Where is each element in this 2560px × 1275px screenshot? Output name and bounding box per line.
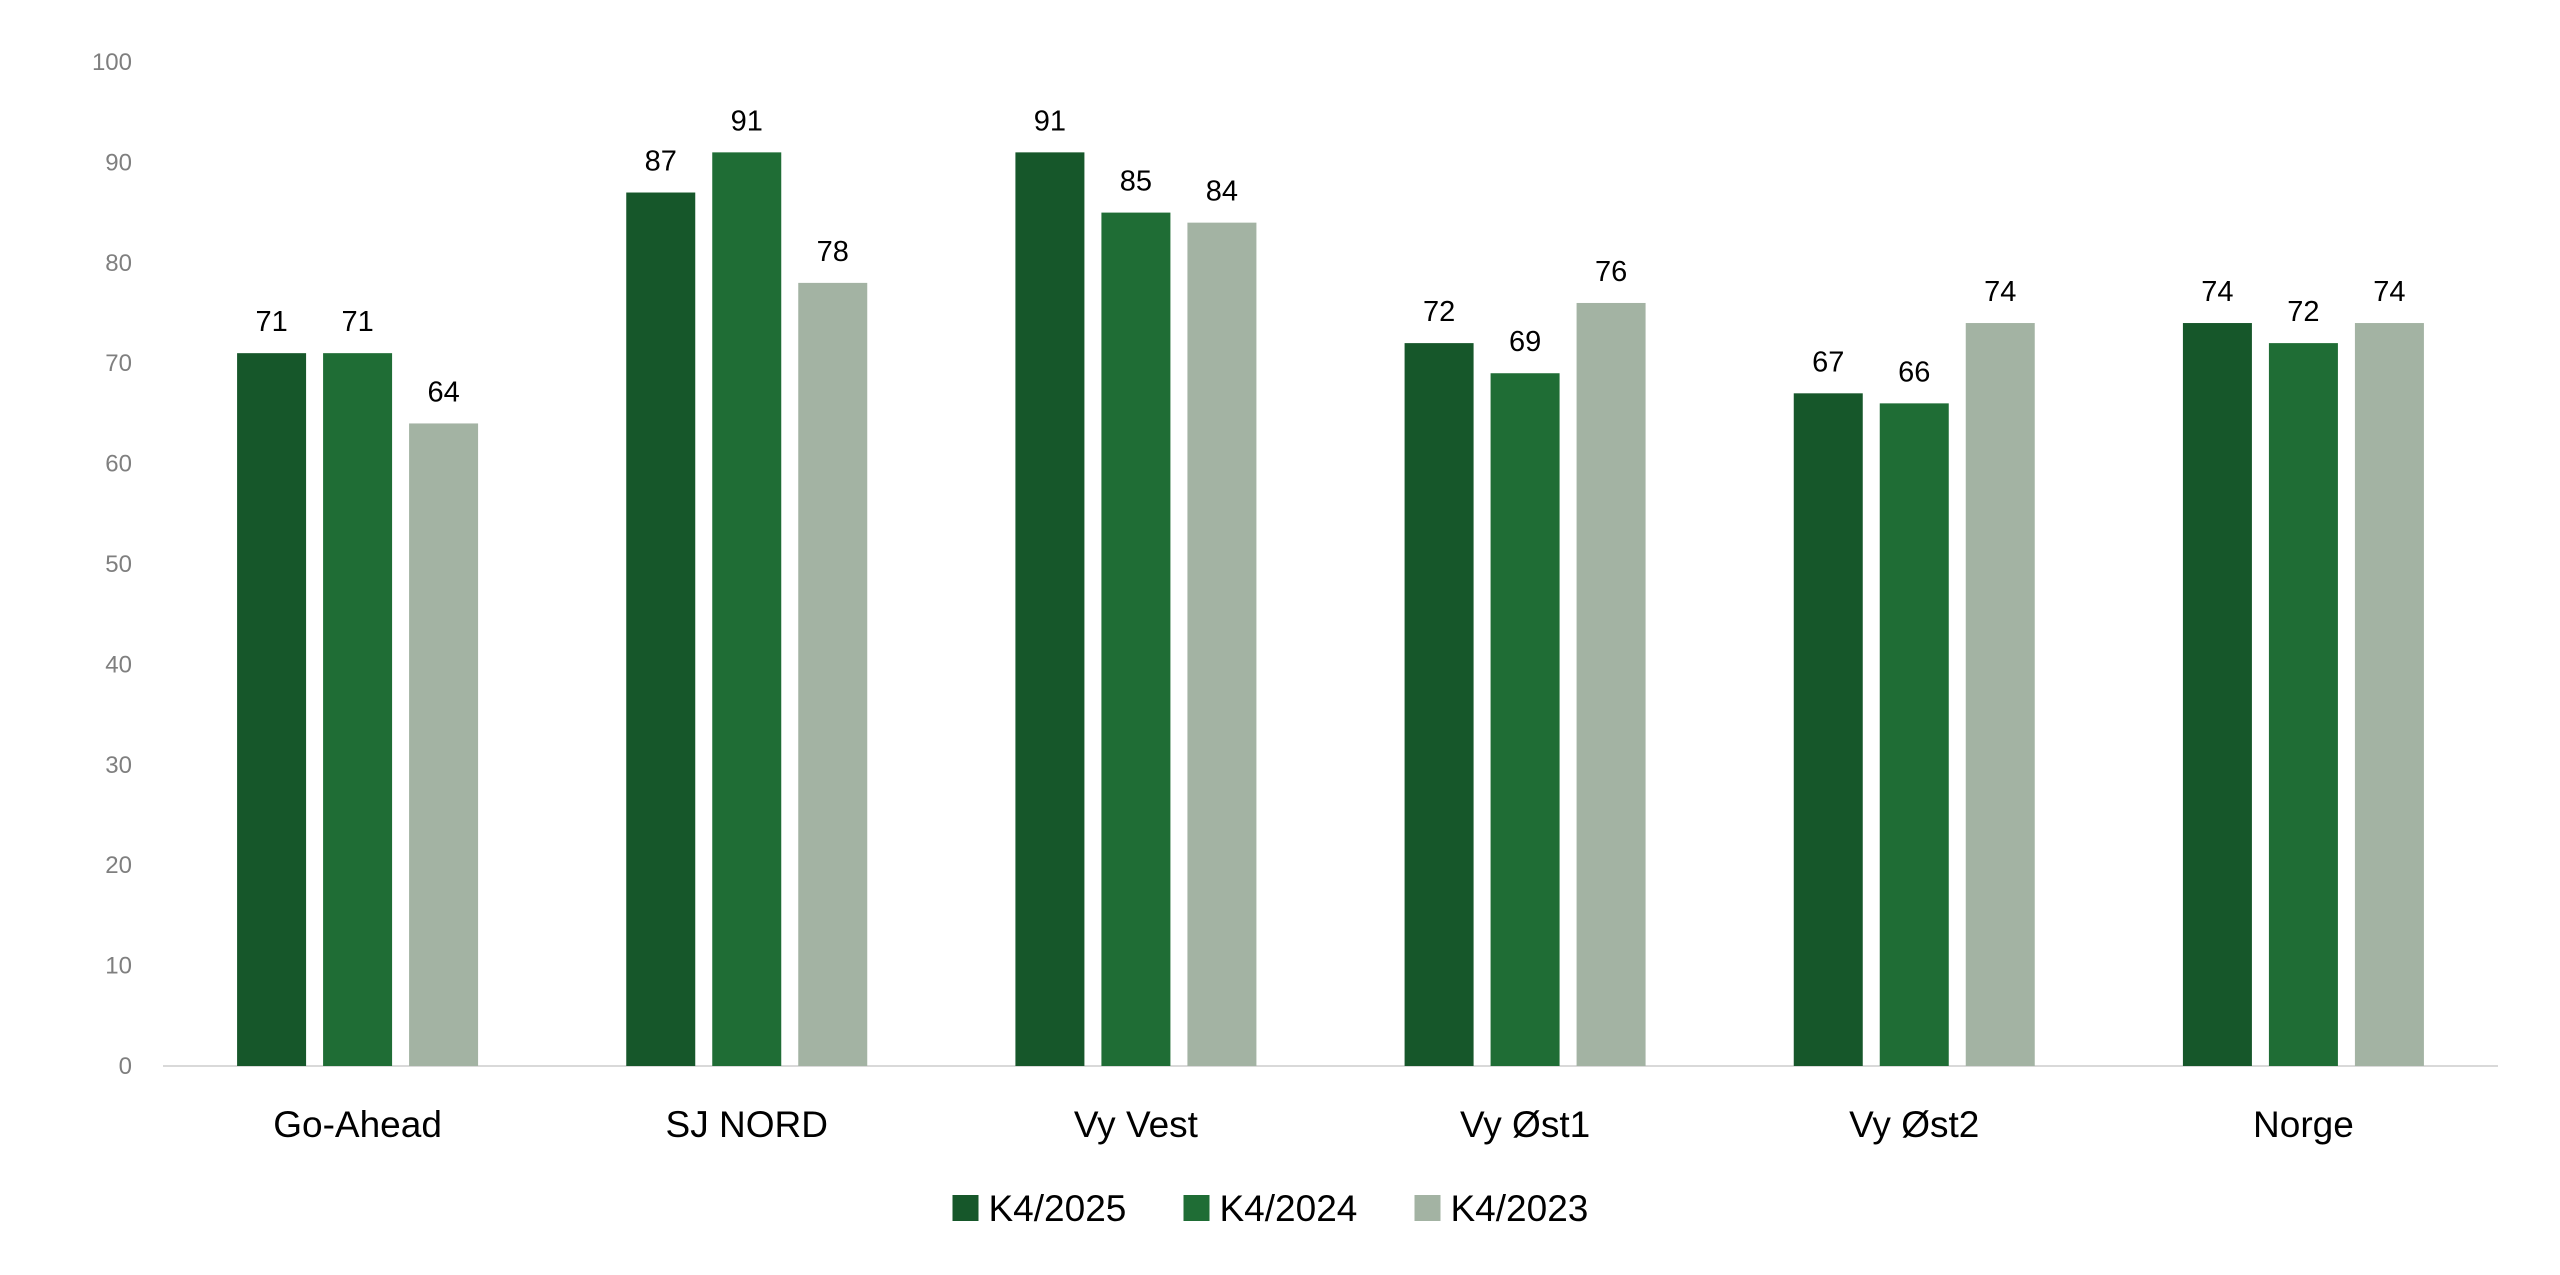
- legend-swatch: [1414, 1195, 1441, 1221]
- data-label: 74: [2201, 276, 2233, 308]
- legend-swatch: [1183, 1195, 1210, 1221]
- bar-K4-2023: [2354, 323, 2424, 1066]
- data-label: 78: [817, 236, 849, 268]
- legend-label: K4/2023: [1451, 1188, 1589, 1229]
- data-label: 64: [427, 376, 459, 408]
- data-label: 74: [2373, 276, 2405, 308]
- y-tick-label: 40: [105, 651, 132, 678]
- data-label: 72: [1423, 296, 1455, 328]
- bar-K4-2025: [1404, 343, 1474, 1066]
- bar-K4-2024: [1490, 373, 1560, 1066]
- y-tick-label: 30: [105, 752, 132, 779]
- data-label: 69: [1509, 326, 1541, 358]
- y-tick-label: 50: [105, 551, 132, 578]
- legend-label: K4/2024: [1220, 1188, 1358, 1229]
- y-tick-label: 0: [119, 1053, 132, 1080]
- data-label: 71: [255, 306, 287, 338]
- y-tick-label: 60: [105, 451, 132, 478]
- data-label: 85: [1120, 166, 1152, 198]
- bar-K4-2023: [1187, 222, 1257, 1066]
- y-tick-label: 10: [105, 953, 132, 980]
- data-label: 72: [2287, 296, 2319, 328]
- bar-K4-2025: [626, 192, 696, 1066]
- x-category-label: Norge: [2253, 1104, 2354, 1145]
- x-category-label: Vy Øst2: [1849, 1104, 1979, 1145]
- x-category-label: Vy Øst1: [1460, 1104, 1590, 1145]
- data-label: 71: [341, 306, 373, 338]
- bar-K4-2024: [1101, 212, 1171, 1067]
- bar-K4-2024: [323, 353, 393, 1066]
- data-label: 91: [731, 105, 763, 137]
- bar-K4-2024: [2268, 343, 2338, 1066]
- bar-K4-2023: [1576, 302, 1646, 1067]
- bar-K4-2025: [2182, 323, 2252, 1066]
- data-label: 76: [1595, 256, 1627, 288]
- data-label: 66: [1898, 356, 1930, 388]
- data-label: 84: [1206, 176, 1238, 208]
- legend-label: K4/2025: [989, 1188, 1127, 1229]
- y-tick-label: 20: [105, 852, 132, 879]
- bar-K4-2025: [1793, 393, 1863, 1066]
- data-label: 67: [1812, 346, 1844, 378]
- y-tick-label: 100: [92, 49, 132, 76]
- x-category-label: SJ NORD: [666, 1104, 828, 1145]
- legend-swatch: [952, 1195, 979, 1221]
- bar-K4-2023: [798, 282, 868, 1066]
- data-label: 87: [645, 146, 677, 178]
- bar-K4-2024: [712, 152, 782, 1067]
- y-tick-label: 90: [105, 149, 132, 176]
- bar-K4-2023: [1965, 323, 2035, 1066]
- data-label: 74: [1984, 276, 2016, 308]
- bar-K4-2025: [1015, 152, 1085, 1067]
- bar-K4-2025: [237, 353, 307, 1066]
- bar-K4-2024: [1879, 403, 1949, 1066]
- x-category-label: Go-Ahead: [273, 1104, 442, 1145]
- data-label: 91: [1034, 105, 1066, 137]
- y-tick-label: 80: [105, 250, 132, 277]
- x-category-label: Vy Vest: [1074, 1104, 1199, 1145]
- bar-K4-2023: [409, 423, 479, 1066]
- y-tick-label: 70: [105, 350, 132, 377]
